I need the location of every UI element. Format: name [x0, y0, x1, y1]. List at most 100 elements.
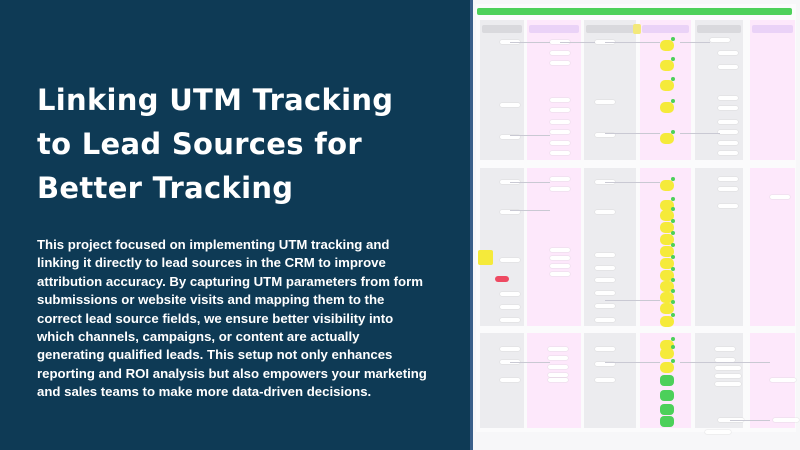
swimlane-5-0: [750, 20, 795, 160]
decision-node: [660, 210, 674, 221]
swimlane-1-1: [527, 168, 581, 326]
flow-label-node: [595, 362, 615, 366]
status-dot-icon: [671, 243, 675, 247]
status-dot-icon: [671, 267, 675, 271]
decision-node: [660, 180, 674, 191]
decision-node: [660, 80, 674, 91]
connector-line: [510, 362, 550, 363]
connector-line: [680, 133, 720, 134]
flow-label-node: [595, 133, 615, 137]
flow-label-node: [550, 187, 570, 191]
sticky-note: [478, 250, 493, 265]
status-dot-icon: [671, 255, 675, 259]
connector-line: [605, 362, 660, 363]
connector-line: [510, 182, 550, 183]
status-dot-icon: [671, 359, 675, 363]
flow-label-node: [595, 347, 615, 351]
connector-line: [730, 420, 770, 421]
flow-label-node: [500, 103, 520, 107]
flow-label-node: [595, 291, 615, 295]
flow-label-node: [715, 358, 735, 362]
connector-line: [680, 362, 770, 363]
decision-node: [660, 40, 674, 51]
status-dot-icon: [671, 300, 675, 304]
text-panel: Linking UTM Tracking to Lead Sources for…: [37, 83, 427, 400]
status-dot-icon: [671, 289, 675, 293]
flow-label-node: [715, 382, 741, 386]
flow-label-node: [718, 65, 738, 69]
swimlane-2-1: [584, 168, 636, 326]
status-dot-icon: [671, 130, 675, 134]
connector-line: [605, 182, 660, 183]
connector-line: [605, 133, 660, 134]
flow-label-node: [500, 210, 520, 214]
connector-line: [680, 42, 710, 43]
flowchart-image: [470, 0, 800, 450]
decision-node: [660, 270, 674, 281]
status-dot-icon: [671, 177, 675, 181]
end-node: [660, 416, 674, 427]
flow-label-node: [705, 430, 731, 434]
flow-label-node: [548, 365, 568, 369]
flow-label-node: [550, 264, 570, 268]
flow-label-node: [500, 378, 520, 382]
flow-label-node: [710, 38, 730, 42]
status-dot-icon: [671, 345, 675, 349]
decision-node: [660, 281, 674, 292]
flow-label-node: [500, 318, 520, 322]
flow-label-node: [718, 120, 738, 124]
flow-label-node: [718, 96, 738, 100]
flow-label-node: [500, 292, 520, 296]
flow-label-node: [718, 151, 738, 155]
flow-label-node: [550, 98, 570, 102]
status-dot-icon: [671, 219, 675, 223]
decision-node: [660, 258, 674, 269]
swimlane-0-1: [480, 168, 524, 326]
flow-label-node: [548, 373, 568, 377]
status-dot-icon: [671, 337, 675, 341]
flow-label-node: [548, 378, 568, 382]
flow-label-node: [550, 151, 570, 155]
status-dot-icon: [671, 231, 675, 235]
decision-node: [660, 234, 674, 245]
decision-node: [660, 292, 674, 303]
decision-node: [660, 316, 674, 327]
lane-header-0: [482, 25, 522, 33]
diagram-top-bar: [477, 8, 792, 15]
flow-label-node: [718, 177, 738, 181]
lane-header-3: [642, 25, 689, 33]
lane-header-4: [697, 25, 741, 33]
flow-label-node: [595, 253, 615, 257]
flow-label-node: [500, 258, 520, 262]
connector-line: [510, 210, 550, 211]
decision-node: [660, 200, 674, 211]
flow-label-node: [550, 256, 570, 260]
status-dot-icon: [671, 313, 675, 317]
flow-label-node: [500, 305, 520, 309]
swimlane-5-1: [750, 168, 795, 326]
flow-label-node: [718, 51, 738, 55]
flow-label-node: [595, 100, 615, 104]
connector-line: [605, 300, 660, 301]
decision-node: [660, 362, 674, 373]
flow-label-node: [595, 278, 615, 282]
flow-label-node: [550, 108, 570, 112]
flow-label-node: [715, 347, 735, 351]
flow-label-node: [718, 204, 738, 208]
flow-label-node: [500, 347, 520, 351]
flow-label-node: [595, 378, 615, 382]
lane-header-5: [752, 25, 793, 33]
flow-label-node: [550, 141, 570, 145]
flow-label-node: [715, 374, 741, 378]
flow-label-node: [550, 177, 570, 181]
flow-label-node: [500, 135, 520, 139]
flow-label-node: [550, 51, 570, 55]
decision-node: [660, 133, 674, 144]
status-dot-icon: [671, 99, 675, 103]
connector-line: [560, 42, 595, 43]
error-node: [495, 276, 509, 282]
flow-label-node: [770, 378, 796, 382]
flow-label-node: [773, 418, 799, 422]
status-dot-icon: [671, 278, 675, 282]
flow-label-node: [550, 61, 570, 65]
